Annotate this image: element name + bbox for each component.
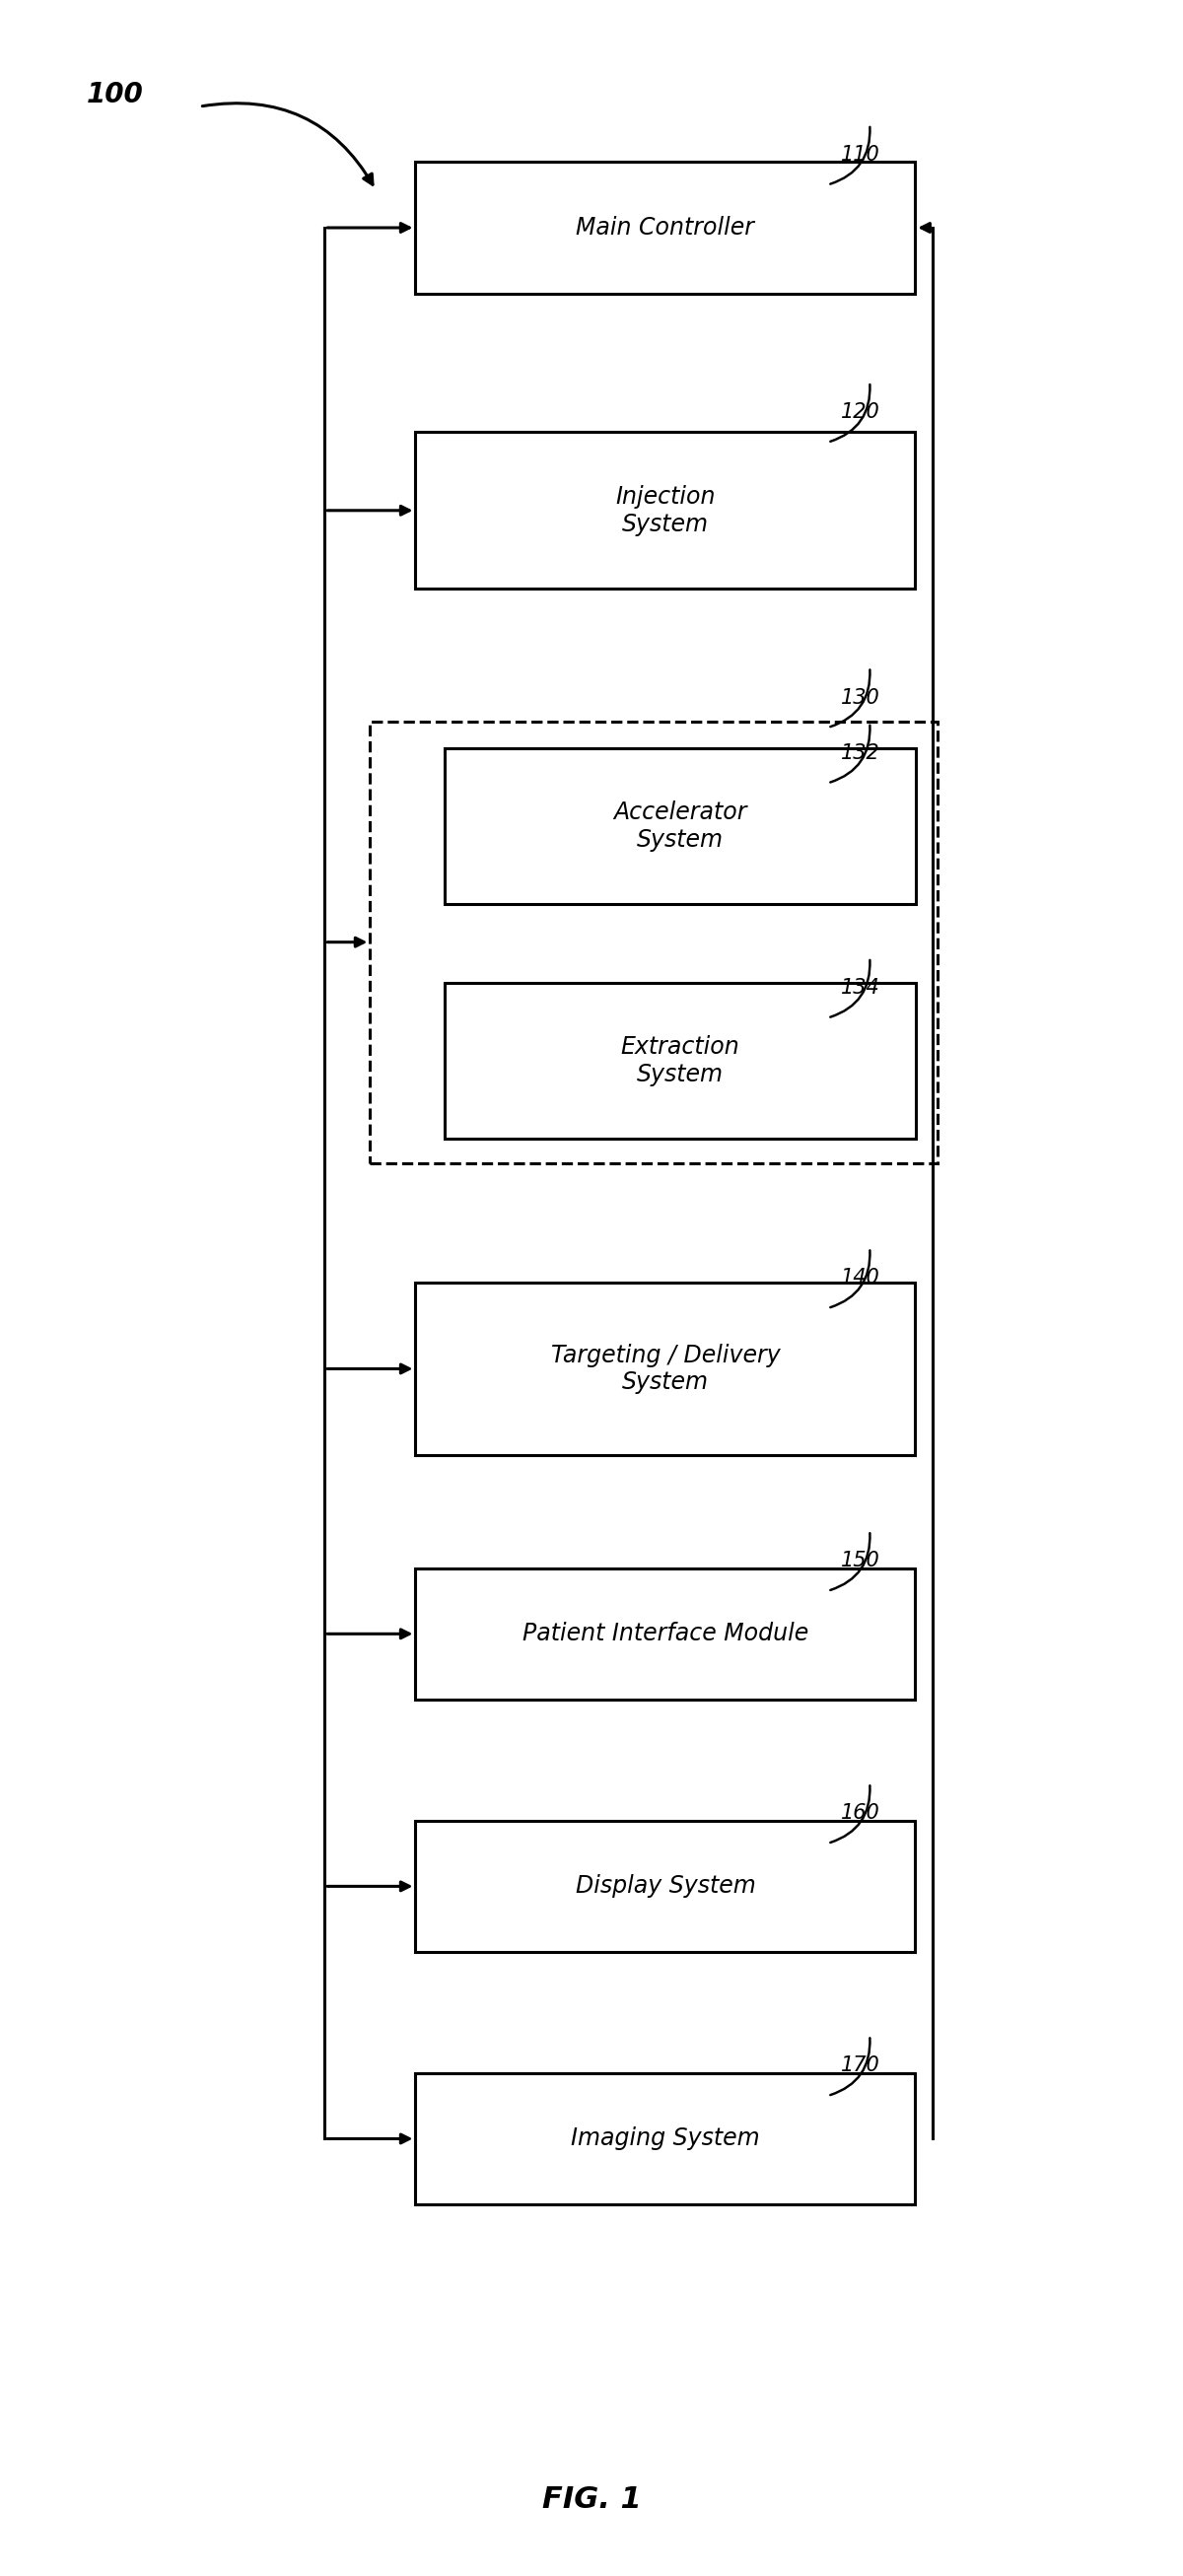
Text: Targeting / Delivery
System: Targeting / Delivery System <box>550 1342 780 1394</box>
Text: Extraction
System: Extraction System <box>621 1036 739 1087</box>
FancyArrowPatch shape <box>830 1785 870 1842</box>
Bar <box>415 433 916 590</box>
FancyArrowPatch shape <box>202 103 373 185</box>
Text: 134: 134 <box>841 979 880 997</box>
Bar <box>445 981 916 1139</box>
FancyArrowPatch shape <box>830 1249 870 1309</box>
Text: 110: 110 <box>841 144 880 165</box>
Text: 140: 140 <box>841 1267 880 1288</box>
Text: 130: 130 <box>841 688 880 708</box>
Bar <box>370 721 938 1162</box>
Text: 132: 132 <box>841 744 880 762</box>
Bar <box>415 162 916 294</box>
Bar <box>415 1569 916 1700</box>
Text: FIG. 1: FIG. 1 <box>542 2486 641 2514</box>
FancyArrowPatch shape <box>830 126 870 183</box>
Text: Patient Interface Module: Patient Interface Module <box>522 1623 808 1646</box>
Text: 120: 120 <box>841 402 880 422</box>
Bar <box>415 2074 916 2205</box>
FancyArrowPatch shape <box>830 670 870 726</box>
FancyArrowPatch shape <box>830 961 870 1018</box>
Text: Display System: Display System <box>575 1875 756 1899</box>
FancyArrowPatch shape <box>830 726 870 783</box>
Bar <box>415 1283 916 1455</box>
Text: 150: 150 <box>841 1551 880 1571</box>
FancyArrowPatch shape <box>830 2038 870 2094</box>
Text: Accelerator
System: Accelerator System <box>613 801 746 853</box>
FancyArrowPatch shape <box>830 1533 870 1589</box>
Text: Main Controller: Main Controller <box>576 216 755 240</box>
Text: Imaging System: Imaging System <box>571 2128 759 2151</box>
Bar <box>415 1821 916 1953</box>
Text: 100: 100 <box>86 82 143 108</box>
Text: 170: 170 <box>841 2056 880 2076</box>
Text: 160: 160 <box>841 1803 880 1824</box>
Text: Injection
System: Injection System <box>615 484 716 536</box>
Bar <box>445 747 916 904</box>
FancyArrowPatch shape <box>830 384 870 440</box>
